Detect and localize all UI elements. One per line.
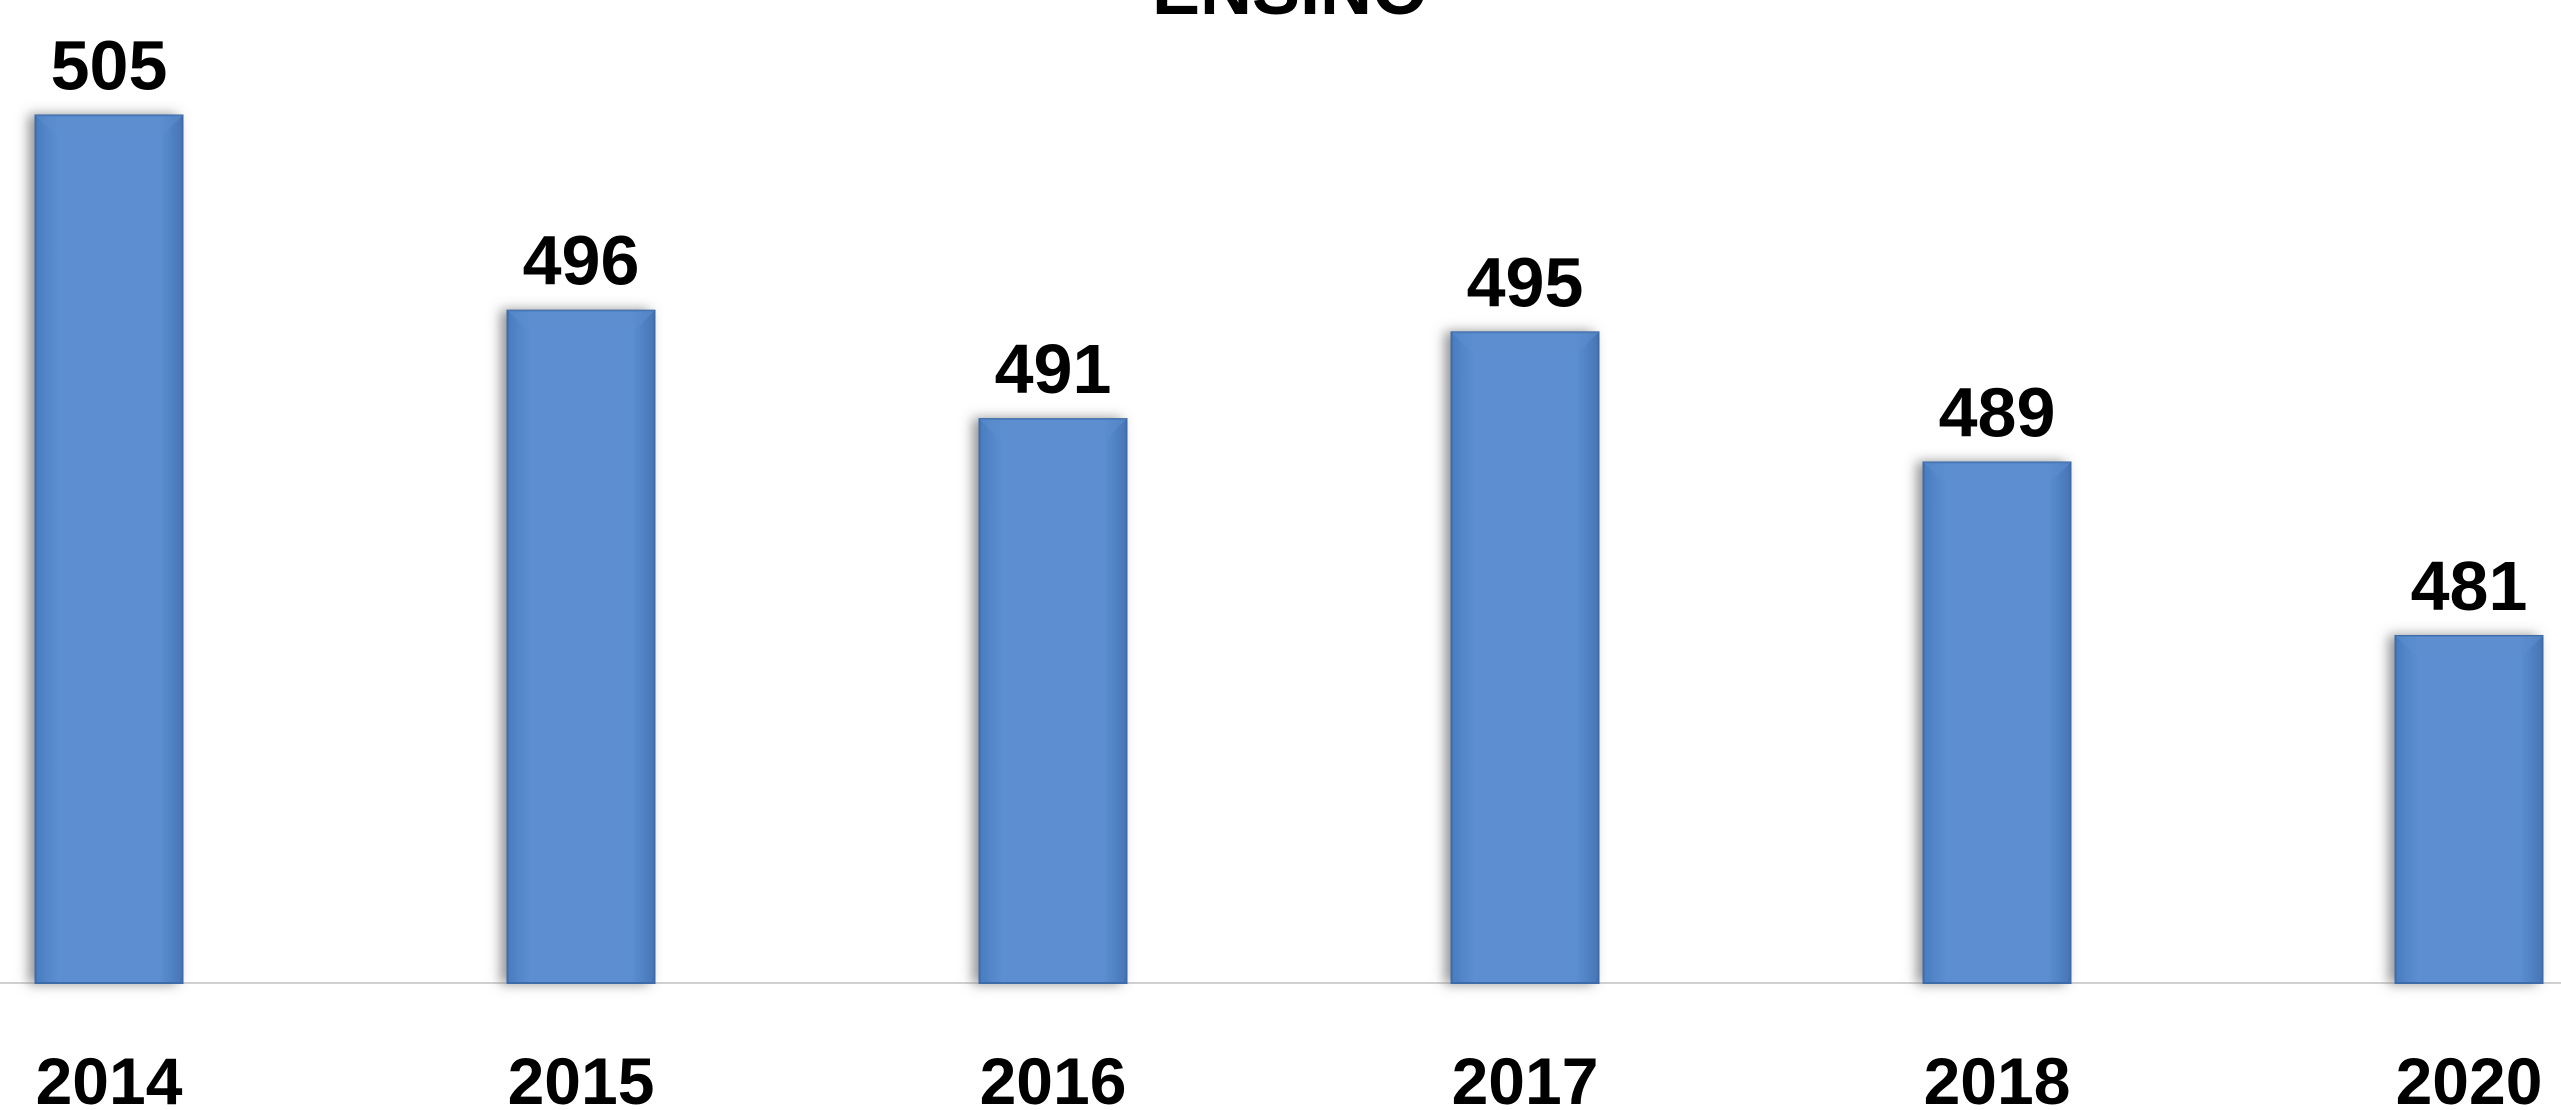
bar bbox=[978, 418, 1128, 985]
x-tick-label: 2016 bbox=[980, 1044, 1127, 1110]
value-label: 505 bbox=[51, 26, 168, 104]
bar-bevel bbox=[1923, 462, 2071, 481]
x-tick-label: 2014 bbox=[36, 1044, 183, 1110]
bar-bevel bbox=[35, 115, 183, 134]
x-tick-label: 2018 bbox=[1924, 1044, 2071, 1110]
bar bbox=[506, 309, 656, 984]
value-label: 491 bbox=[995, 330, 1112, 408]
bar bbox=[1450, 331, 1600, 985]
value-label: 489 bbox=[1939, 373, 2056, 451]
bar-bevel bbox=[2395, 635, 2543, 654]
bar bbox=[1922, 461, 2072, 984]
value-label: 496 bbox=[523, 222, 640, 300]
bar bbox=[2394, 634, 2544, 984]
bar-bevel bbox=[1451, 332, 1599, 351]
value-label: 481 bbox=[2411, 547, 2528, 625]
chart-title: ENSINO bbox=[1152, 0, 1428, 30]
bar-bevel bbox=[979, 419, 1127, 438]
bar-bevel bbox=[507, 310, 655, 329]
x-tick-label: 2017 bbox=[1452, 1044, 1599, 1110]
x-tick-label: 2015 bbox=[508, 1044, 655, 1110]
x-tick-label: 2020 bbox=[2396, 1044, 2543, 1110]
bar bbox=[34, 114, 184, 984]
value-label: 495 bbox=[1467, 243, 1584, 321]
